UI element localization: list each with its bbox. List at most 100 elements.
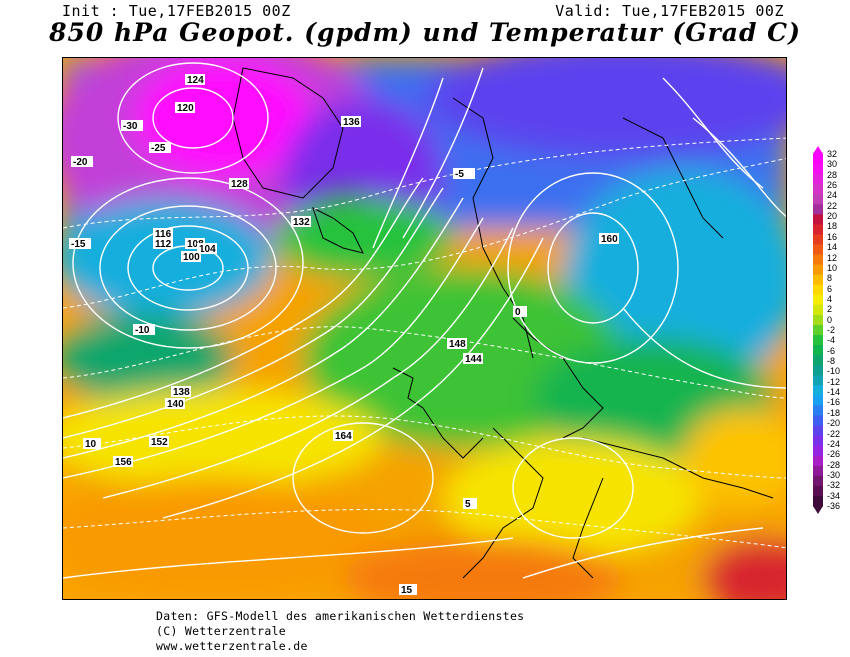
- svg-text:108: 108: [187, 239, 204, 250]
- colorbar-swatch: [813, 375, 823, 386]
- geo-label: 140: [165, 398, 185, 410]
- colorbar-tick-label: 32: [827, 149, 838, 159]
- colorbar-tick-label: 10: [827, 262, 838, 273]
- colorbar-tick-label: 22: [827, 200, 838, 211]
- colorbar-swatch: [813, 294, 823, 306]
- colorbar-tick-label: 20: [827, 211, 838, 222]
- geo-label: 152: [149, 436, 169, 448]
- svg-text:148: 148: [449, 339, 466, 350]
- svg-text:-10: -10: [135, 325, 150, 336]
- geo-label: 104: [197, 243, 217, 255]
- svg-text:156: 156: [115, 457, 132, 468]
- svg-text:104: 104: [199, 244, 216, 255]
- colorbar-swatch: [813, 194, 823, 205]
- colorbar-swatch: [813, 304, 823, 316]
- colorbar-tick-label: -20: [827, 418, 841, 429]
- colorbar-tick-label: -24: [827, 438, 841, 449]
- colorbar-tick-label: -34: [827, 490, 841, 501]
- coastlines: [232, 67, 774, 579]
- colorbar-swatch: [813, 355, 823, 366]
- geo-label: 132: [291, 216, 311, 228]
- svg-text:136: 136: [343, 117, 360, 128]
- colorbar-swatch: [813, 244, 823, 256]
- svg-text:138: 138: [173, 387, 190, 398]
- geo-label: 128: [229, 178, 249, 190]
- colorbar-swatch: [813, 214, 823, 225]
- colorbar-swatch: [813, 324, 823, 336]
- svg-text:0: 0: [515, 307, 521, 318]
- colorbar-tick-label: 16: [827, 231, 838, 242]
- colorbar-swatch: [813, 314, 823, 326]
- colorbar-swatch: [813, 335, 823, 346]
- svg-text:140: 140: [167, 399, 184, 410]
- colorbar-swatch: [813, 385, 823, 396]
- colorbar-swatch: [813, 435, 823, 447]
- colorbar-swatch: [813, 274, 823, 286]
- colorbar-swatch: [813, 465, 823, 477]
- svg-text:132: 132: [293, 217, 310, 228]
- colorbar-tick-label: -8: [827, 356, 836, 367]
- colorbar-swatch: [813, 495, 823, 507]
- svg-text:112: 112: [155, 239, 172, 250]
- colorbar-tick-label: -32: [827, 480, 841, 491]
- temperature-colorbar: [813, 146, 823, 514]
- colorbar-tick-label: 28: [827, 169, 838, 180]
- svg-text:-5: -5: [455, 169, 464, 180]
- colorbar-swatch: [813, 485, 823, 497]
- geopotential-labels: 124 120 116 112 108 104 100 128 132 136 …: [113, 74, 619, 468]
- geo-label: 116: [153, 228, 173, 240]
- geo-label: 164: [333, 430, 353, 442]
- colorbar-tick-label: 0: [827, 314, 833, 325]
- colorbar-tick-label: -10: [827, 366, 841, 377]
- svg-text:120: 120: [177, 103, 194, 114]
- temp-label: -5: [453, 168, 475, 180]
- colorbar-tick-label: 12: [827, 252, 838, 263]
- geo-label: 108: [185, 238, 205, 250]
- temp-label: 15: [399, 584, 417, 596]
- geo-label: 112: [153, 238, 173, 250]
- geo-label: 100: [181, 251, 201, 263]
- svg-text:128: 128: [231, 179, 248, 190]
- svg-text:100: 100: [183, 252, 200, 263]
- colorbar-swatch: [813, 234, 823, 246]
- colorbar-swatch: [813, 475, 823, 487]
- colorbar-swatch: [813, 224, 823, 235]
- colorbar-tick-label: -26: [827, 449, 841, 460]
- colorbar-tick-label: 8: [827, 273, 833, 284]
- colorbar-tick-label: -18: [827, 407, 841, 418]
- credits: Daten: GFS-Modell des amerikanischen Wet…: [156, 609, 524, 654]
- colorbar-swatch: [813, 425, 823, 437]
- colorbar-tick-label: 6: [827, 283, 833, 294]
- colorbar-swatch: [813, 254, 823, 266]
- svg-text:-30: -30: [123, 121, 138, 132]
- credits-source: Daten: GFS-Modell des amerikanischen Wet…: [156, 609, 525, 623]
- colorbar-tick-label: 18: [827, 221, 838, 232]
- valid-time: Valid: Tue,17FEB2015 00Z: [555, 2, 784, 20]
- geo-label: 124: [185, 74, 205, 86]
- colorbar-tick-label: -22: [827, 428, 841, 439]
- colorbar-tick-label: -6: [827, 345, 836, 356]
- colorbar-swatch: [813, 395, 823, 406]
- colorbar-swatch: [813, 345, 823, 356]
- temp-label: 10: [83, 438, 101, 450]
- colorbar-tick-label: 26: [827, 180, 838, 191]
- credits-copyright: (C) Wetterzentrale: [156, 624, 287, 638]
- init-time: Init : Tue,17FEB2015 00Z: [62, 2, 291, 20]
- svg-text:-15: -15: [71, 239, 86, 250]
- colorbar-tick-label: 30: [827, 159, 838, 170]
- svg-text:-20: -20: [73, 157, 88, 168]
- svg-text:160: 160: [601, 234, 618, 245]
- geo-label: 148: [447, 338, 467, 350]
- colorbar-swatch: [813, 264, 823, 276]
- temp-label: 0: [513, 306, 527, 318]
- geopotential-contours: [63, 62, 786, 579]
- colorbar-swatch: [813, 184, 823, 195]
- colorbar-tick-label: -36: [827, 501, 841, 511]
- temp-label: -10: [133, 324, 155, 336]
- temp-label: -30: [121, 120, 143, 132]
- temp-label: -25: [149, 142, 171, 154]
- temperature-labels: -30 -25 -20 -15 -10 -5 0 5 10 15: [69, 120, 527, 596]
- colorbar-tick-label: -2: [827, 325, 836, 335]
- geo-label: 136: [341, 116, 361, 128]
- temp-label: 5: [463, 498, 477, 510]
